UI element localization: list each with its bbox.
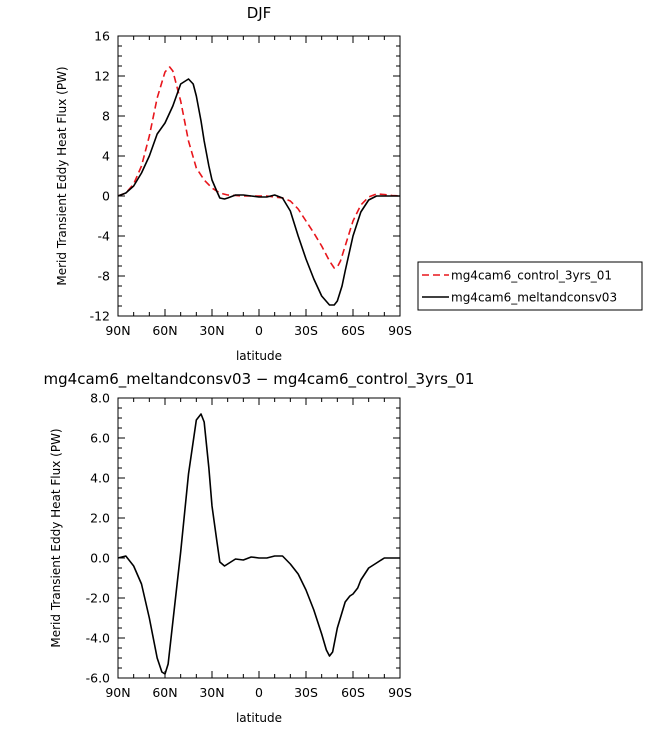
y-tick-label: -4 — [98, 229, 111, 244]
x-tick-label: 0 — [255, 323, 263, 338]
legend-label-1: mg4cam6_meltandconsv03 — [451, 291, 617, 305]
x-tick-label: 90S — [388, 323, 412, 338]
y-tick-label: 4.0 — [90, 471, 110, 486]
x-axis-label: latitude — [236, 349, 282, 363]
chart-bottom: mg4cam6_meltandconsv03 − mg4cam6_control… — [44, 370, 475, 725]
chart-top: DJF 90N 60N 30N 0 30S 60S 90S -12 -8 -4 0 4 8 12 16 lati… — [55, 4, 643, 363]
chart-title: DJF — [247, 4, 272, 22]
y-tick-label: 8.0 — [90, 391, 110, 406]
y-tick-label: -8 — [98, 269, 111, 284]
x-tick-label: 0 — [255, 685, 263, 700]
x-tick-label: 60N — [152, 323, 177, 338]
legend-box — [417, 261, 643, 311]
y-tick-label: -2.0 — [86, 591, 110, 606]
x-tick-label: 60S — [341, 323, 365, 338]
x-axis-label: latitude — [236, 711, 282, 725]
series-line-0 — [117, 66, 401, 269]
y-tick-label: 16 — [94, 29, 110, 44]
legend-label-0: mg4cam6_control_3yrs_01 — [451, 269, 612, 283]
plot-frame — [117, 35, 401, 317]
x-tick-label: 30N — [199, 685, 224, 700]
x-tick-label: 90N — [105, 685, 130, 700]
y-tick-label: 0.0 — [90, 551, 110, 566]
plot-frame — [117, 397, 401, 679]
x-tick-label: 30N — [199, 323, 224, 338]
y-tick-label: 8 — [102, 109, 110, 124]
series-line-0 — [117, 413, 400, 675]
x-tick-label: 30S — [294, 685, 318, 700]
x-tick-label: 90N — [105, 323, 130, 338]
y-tick-label: -4.0 — [86, 631, 110, 646]
x-tick-label: 30S — [294, 323, 318, 338]
legend: mg4cam6_control_3yrs_01 mg4cam6_meltandco… — [417, 261, 643, 311]
y-tick-label: -6.0 — [86, 671, 110, 686]
y-tick-label: 2.0 — [90, 511, 110, 526]
y-tick-label: -12 — [90, 309, 110, 324]
y-tick-label: 4 — [102, 149, 110, 164]
chart-title: mg4cam6_meltandconsv03 − mg4cam6_control… — [44, 370, 475, 389]
y-tick-label: 0 — [102, 189, 110, 204]
x-tick-label: 60S — [341, 685, 365, 700]
y-tick-label: 12 — [94, 69, 110, 84]
y-axis-label: Merid Transient Eddy Heat Flux (PW) — [55, 66, 69, 285]
x-tick-label: 60N — [152, 685, 177, 700]
y-tick-label: 6.0 — [90, 431, 110, 446]
series-line-1 — [117, 78, 400, 306]
y-axis-label: Merid Transient Eddy Heat Flux (PW) — [49, 428, 63, 647]
x-tick-label: 90S — [388, 685, 412, 700]
